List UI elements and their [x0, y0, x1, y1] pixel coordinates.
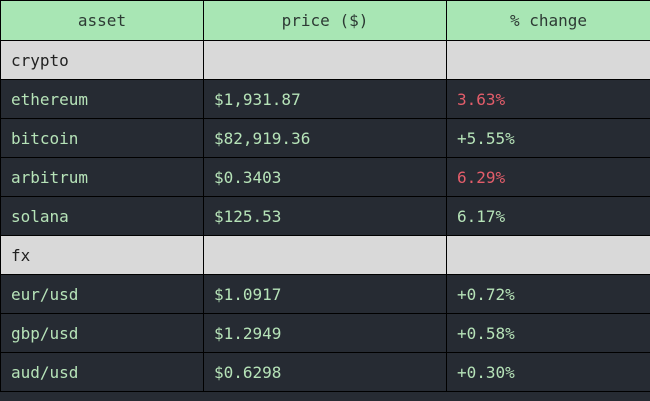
table-row: eur/usd $1.0917 +0.72% — [0, 274, 650, 314]
asset-cell: arbitrum — [0, 157, 204, 197]
asset-cell: aud/usd — [0, 352, 204, 392]
change-cell: +0.58% — [446, 313, 650, 353]
section-empty-cell — [203, 235, 447, 275]
price-cell: $1.2949 — [203, 313, 447, 353]
price-cell: $125.53 — [203, 196, 447, 236]
section-label: crypto — [0, 40, 204, 80]
price-cell: $0.3403 — [203, 157, 447, 197]
asset-cell: eur/usd — [0, 274, 204, 314]
table-row: arbitrum $0.3403 6.29% — [0, 157, 650, 197]
header-change: % change — [446, 0, 650, 41]
change-cell: +0.30% — [446, 352, 650, 392]
asset-cell: bitcoin — [0, 118, 204, 158]
section-empty-cell — [446, 235, 650, 275]
asset-cell: solana — [0, 196, 204, 236]
section-row-crypto: crypto — [0, 40, 650, 80]
price-cell: $82,919.36 — [203, 118, 447, 158]
asset-cell: gbp/usd — [0, 313, 204, 353]
change-cell: +0.72% — [446, 274, 650, 314]
section-empty-cell — [446, 40, 650, 80]
asset-cell: ethereum — [0, 79, 204, 119]
header-asset: asset — [0, 0, 204, 41]
table-row: solana $125.53 6.17% — [0, 196, 650, 236]
change-cell: 6.17% — [446, 196, 650, 236]
change-cell: 3.63% — [446, 79, 650, 119]
header-price: price ($) — [203, 0, 447, 41]
price-cell: $0.6298 — [203, 352, 447, 392]
table-header-row: asset price ($) % change — [0, 0, 650, 41]
section-row-fx: fx — [0, 235, 650, 275]
price-cell: $1.0917 — [203, 274, 447, 314]
section-empty-cell — [203, 40, 447, 80]
change-cell: 6.29% — [446, 157, 650, 197]
table-row: ethereum $1,931.87 3.63% — [0, 79, 650, 119]
asset-price-table: asset price ($) % change crypto ethereum… — [0, 0, 650, 392]
price-cell: $1,931.87 — [203, 79, 447, 119]
section-label: fx — [0, 235, 204, 275]
table-row: gbp/usd $1.2949 +0.58% — [0, 313, 650, 353]
change-cell: +5.55% — [446, 118, 650, 158]
table-row: aud/usd $0.6298 +0.30% — [0, 352, 650, 392]
table-row: bitcoin $82,919.36 +5.55% — [0, 118, 650, 158]
